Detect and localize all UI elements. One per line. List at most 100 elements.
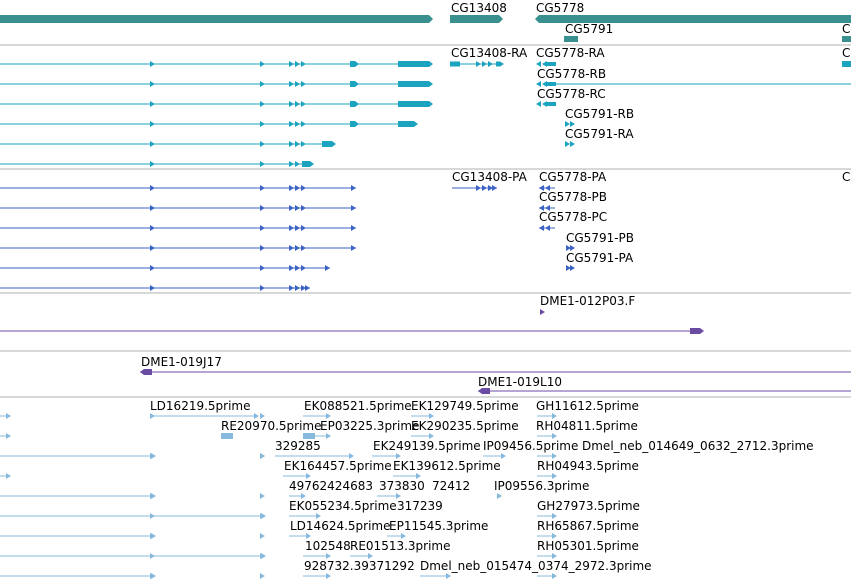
- strand-arrow-right-icon: [150, 533, 155, 539]
- est-label[interactable]: LD14624.5prime: [290, 519, 391, 533]
- exon-block[interactable]: [547, 102, 556, 106]
- est-label[interactable]: RH65867.5prime: [537, 519, 639, 533]
- est-label[interactable]: 72412: [432, 479, 471, 493]
- est-label[interactable]: EK249139.5prime: [373, 439, 481, 453]
- clone-label[interactable]: DME1-019L10: [478, 375, 562, 389]
- est-label[interactable]: RH04811.5prime: [536, 419, 638, 433]
- est-label[interactable]: EK088521.5prime: [304, 399, 412, 413]
- clone-label[interactable]: DME1-012P03.F: [540, 294, 636, 308]
- strand-arrow-left-icon: [536, 61, 541, 67]
- est-label[interactable]: LD16219.5prime: [150, 399, 251, 413]
- est-label[interactable]: RH04943.5prime: [537, 459, 639, 473]
- gene-feature-bar[interactable]: [842, 36, 851, 42]
- transcript-label[interactable]: CG5778-RB: [537, 67, 607, 81]
- transcript-label[interactable]: CG5791-RA: [565, 127, 634, 141]
- transcript-label[interactable]: CG5778-RA: [536, 46, 605, 60]
- protein-label[interactable]: CG5778-PA: [539, 170, 607, 184]
- exon-block[interactable]: [547, 82, 556, 86]
- protein-label[interactable]: CG5778-PC: [539, 210, 608, 224]
- est-label[interactable]: GH11612.5prime: [536, 399, 639, 413]
- strand-arrow-right-icon: [301, 493, 306, 499]
- est-label[interactable]: RE01513.3prime: [350, 539, 451, 553]
- est-block[interactable]: [303, 433, 315, 439]
- exon-block[interactable]: [302, 161, 314, 167]
- gene-feature-bar[interactable]: [564, 36, 578, 42]
- est-label[interactable]: 329285: [275, 439, 321, 453]
- exon-block[interactable]: [398, 81, 433, 87]
- est-label[interactable]: EK129749.5prime: [411, 399, 519, 413]
- est-label[interactable]: GH27973.5prime: [537, 499, 640, 513]
- protein-label[interactable]: CG5791-PB: [566, 231, 635, 245]
- gene-label[interactable]: CG5791: [565, 22, 614, 36]
- gene-label[interactable]: CG13408: [451, 1, 507, 15]
- gene-feature-bar[interactable]: [450, 15, 503, 23]
- clone-end-block[interactable]: [140, 369, 152, 375]
- strand-arrow-right-icon: [295, 121, 300, 127]
- exon-block[interactable]: [350, 81, 359, 87]
- exon-block[interactable]: [322, 141, 336, 147]
- strand-arrow-right-icon: [150, 245, 155, 251]
- strand-arrow-right-icon: [150, 141, 155, 147]
- gene-label[interactable]: C: [842, 22, 851, 36]
- strand-arrow-right-icon: [295, 61, 300, 67]
- transcript-label[interactable]: CG5791-RB: [565, 107, 635, 121]
- est-label[interactable]: EK055234.5prime: [289, 499, 397, 513]
- strand-arrow-right-icon: [482, 185, 487, 191]
- strand-arrow-right-icon: [260, 121, 265, 127]
- strand-arrow-left-icon: [536, 81, 541, 87]
- est-label[interactable]: EK164457.5prime: [284, 459, 392, 473]
- exon-block[interactable]: [350, 101, 359, 107]
- strand-arrow-left-icon: [536, 101, 541, 107]
- est-label[interactable]: 317239: [397, 499, 443, 513]
- protein-label[interactable]: CG13408-PA: [452, 170, 527, 184]
- est-label[interactable]: EK139612.5prime: [393, 459, 501, 473]
- exon-block[interactable]: [547, 62, 556, 66]
- est-label[interactable]: RE20970.5prime: [221, 419, 322, 433]
- est-label[interactable]: IP09456.5prime: [483, 439, 579, 453]
- strand-arrow-left-icon: [542, 61, 547, 67]
- transcript-label[interactable]: CG5778-RC: [537, 87, 606, 101]
- strand-arrow-right-icon: [301, 225, 306, 231]
- est-label[interactable]: RH05301.5prime: [537, 539, 639, 553]
- protein-label[interactable]: C: [842, 170, 851, 184]
- strand-arrow-right-icon: [351, 185, 356, 191]
- est-label[interactable]: 373830: [379, 479, 425, 493]
- exon-block[interactable]: [398, 101, 433, 107]
- strand-arrow-right-icon: [429, 413, 434, 419]
- strand-arrow-right-icon: [301, 121, 306, 127]
- gene-feature-bar[interactable]: [535, 15, 851, 23]
- est-block[interactable]: [221, 433, 233, 439]
- strand-arrow-right-icon: [260, 245, 265, 251]
- exon-block[interactable]: [496, 61, 504, 67]
- clone-end-block[interactable]: [478, 388, 490, 394]
- est-label[interactable]: 49762424683: [289, 479, 373, 493]
- transcript-label[interactable]: CG13408-RA: [451, 46, 528, 60]
- clone-end-block[interactable]: [690, 328, 704, 334]
- est-label[interactable]: 928732.39371292: [304, 559, 415, 573]
- exon-block[interactable]: [350, 121, 359, 127]
- strand-arrow-right-icon: [295, 265, 300, 271]
- strand-arrow-right-icon: [301, 185, 306, 191]
- est-label[interactable]: EP11545.3prime: [389, 519, 489, 533]
- est-label[interactable]: Dmel_neb_014649_0632_2712.3prime: [582, 439, 814, 453]
- exon-block[interactable]: [450, 61, 460, 67]
- est-label[interactable]: EK290235.5prime: [411, 419, 519, 433]
- gene-feature-bar[interactable]: [0, 15, 433, 23]
- est-label[interactable]: Dmel_neb_015474_0374_2972.3prime: [420, 559, 652, 573]
- strand-arrow-right-icon: [552, 413, 557, 419]
- est-label[interactable]: IP09556.3prime: [494, 479, 590, 493]
- protein-label[interactable]: CG5791-PA: [566, 251, 634, 265]
- protein-label[interactable]: CG5778-PB: [539, 190, 608, 204]
- gene-label[interactable]: CG5778: [536, 1, 585, 15]
- est-label[interactable]: EP03225.3prime: [320, 419, 420, 433]
- exon-block[interactable]: [842, 61, 851, 67]
- strand-arrow-right-icon: [306, 533, 311, 539]
- transcript-label[interactable]: C: [842, 46, 851, 60]
- est-label[interactable]: 102548: [305, 539, 351, 553]
- exon-block[interactable]: [398, 61, 433, 67]
- strand-arrow-right-icon: [416, 473, 421, 479]
- exon-block[interactable]: [350, 61, 359, 67]
- exon-block[interactable]: [398, 121, 418, 127]
- clone-label[interactable]: DME1-019J17: [141, 355, 222, 369]
